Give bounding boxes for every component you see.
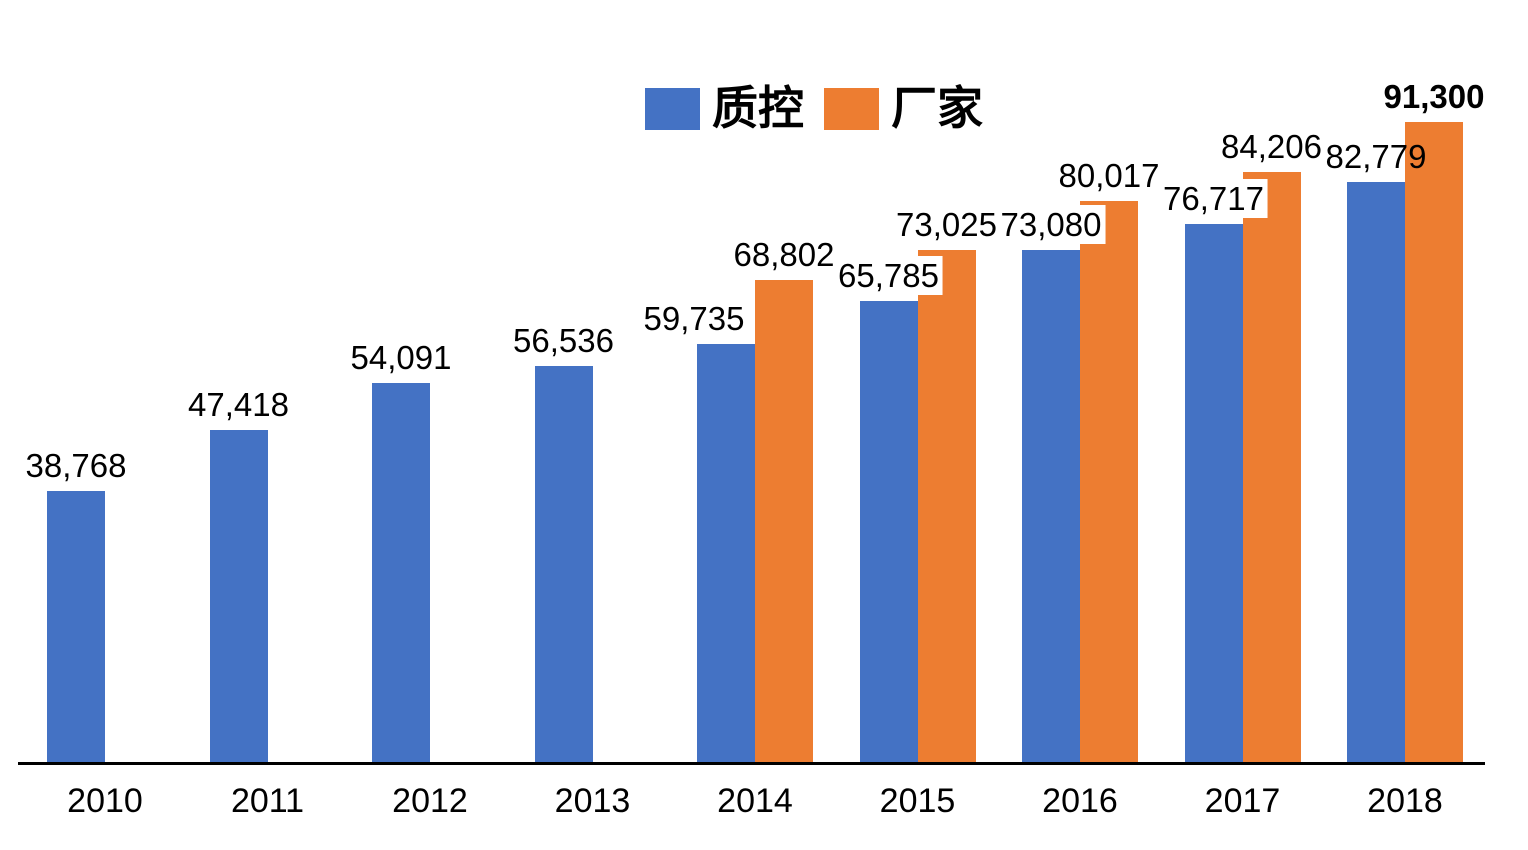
legend-item-quality-control[interactable]: 质控 xyxy=(645,86,804,132)
bar-厂家-2016[interactable] xyxy=(1080,201,1138,763)
x-axis-label-2010: 2010 xyxy=(67,782,143,820)
bar-厂家-2014[interactable] xyxy=(755,280,813,763)
data-label-质控-2014: 59,735 xyxy=(643,300,745,337)
bar-质控-2017[interactable] xyxy=(1184,224,1243,763)
data-label-质控-2018: 82,779 xyxy=(1325,138,1427,175)
data-label-厂家-2017: 84,206 xyxy=(1221,128,1322,165)
legend-swatch-orange xyxy=(824,88,879,130)
bar-质控-2018[interactable] xyxy=(1347,182,1405,763)
bar-质控-2011[interactable] xyxy=(209,430,268,763)
data-label-厂家-2018: 91,300 xyxy=(1383,78,1485,115)
data-label-质控-2017: 76,717 xyxy=(1159,179,1268,218)
x-axis-label-2018: 2018 xyxy=(1367,782,1443,820)
data-label-质控-2010: 38,768 xyxy=(25,447,127,484)
x-axis-label-2011: 2011 xyxy=(230,782,305,820)
legend-swatch-blue xyxy=(645,88,700,130)
legend: 质控 厂家 xyxy=(645,86,983,132)
data-label-厂家-2016: 80,017 xyxy=(1058,157,1160,194)
bar-质控-2010[interactable] xyxy=(47,491,105,763)
data-label-质控-2015: 65,785 xyxy=(834,256,943,295)
data-label-质控-2011: 47,418 xyxy=(188,386,289,423)
x-axis-label-2014: 2014 xyxy=(717,782,793,820)
bar-厂家-2018[interactable] xyxy=(1405,122,1463,763)
bar-厂家-2017[interactable] xyxy=(1242,172,1301,763)
bar-质控-2013[interactable] xyxy=(534,366,593,763)
data-label-质控-2013: 56,536 xyxy=(513,322,614,359)
data-label-厂家-2014: 68,802 xyxy=(733,236,835,273)
x-axis-label-2013: 2013 xyxy=(554,782,631,820)
x-axis-label-2017: 2017 xyxy=(1204,782,1281,820)
legend-label-quality-control: 质控 xyxy=(712,83,804,134)
legend-label-manufacturer: 厂家 xyxy=(891,83,983,134)
data-label-质控-2016: 73,080 xyxy=(996,205,1106,244)
bar-质控-2015[interactable] xyxy=(859,301,918,763)
x-axis-label-2012: 2012 xyxy=(392,782,468,820)
bar-质控-2014[interactable] xyxy=(697,344,755,763)
bar-质控-2016[interactable] xyxy=(1022,250,1080,763)
bar-厂家-2015[interactable] xyxy=(917,250,976,763)
legend-item-manufacturer[interactable]: 厂家 xyxy=(824,86,983,132)
x-axis-line xyxy=(18,762,1485,765)
x-axis-label-2016: 2016 xyxy=(1042,782,1118,820)
data-label-厂家-2015: 73,025 xyxy=(896,206,997,243)
data-label-质控-2012: 54,091 xyxy=(350,339,452,376)
bar-质控-2012[interactable] xyxy=(372,383,430,763)
x-axis-label-2015: 2015 xyxy=(879,782,956,820)
